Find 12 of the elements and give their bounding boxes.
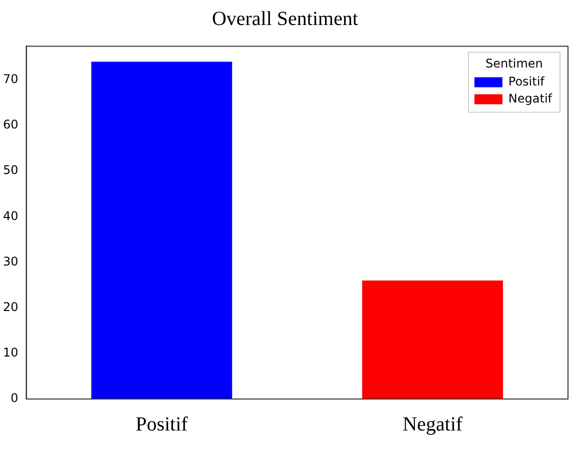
- y-tick-label: 20: [2, 300, 18, 314]
- y-tick-label: 70: [2, 72, 18, 86]
- y-tick-label: 0: [10, 391, 18, 406]
- y-tick-label: 30: [2, 254, 18, 268]
- y-tick-label: 60: [2, 118, 18, 132]
- legend-title: Sentimen: [486, 56, 543, 70]
- legend-label: Positif: [508, 74, 546, 88]
- y-tick-label: 40: [2, 208, 18, 223]
- y-tick-label: 10: [2, 346, 18, 360]
- legend-label: Negatif: [508, 91, 553, 106]
- chart-title: Overall Sentiment: [210, 7, 360, 32]
- y-tick-label: 50: [2, 163, 18, 178]
